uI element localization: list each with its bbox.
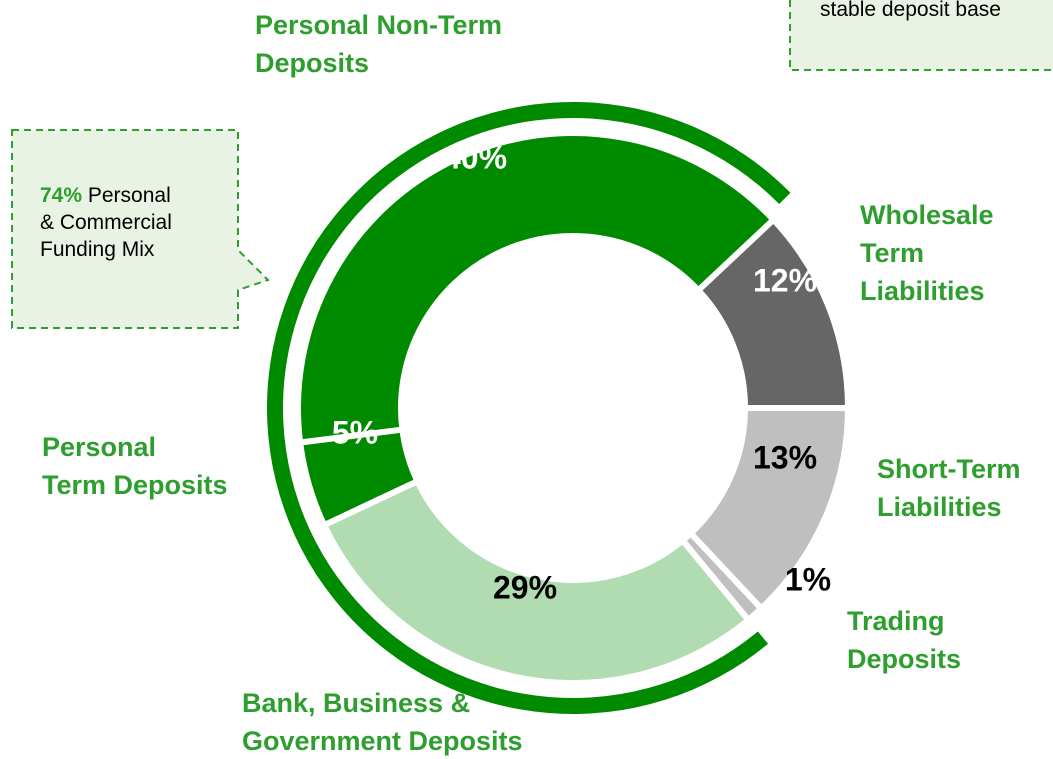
callout-box (789, 0, 1053, 71)
category-label-line: Term (860, 238, 925, 268)
category-label-line: Liabilities (877, 492, 1002, 522)
callout-line: 74% Personal (40, 182, 172, 209)
category-label-line: Liabilities (860, 276, 985, 306)
category-label-line: Deposits (255, 48, 370, 78)
category-label-line: Short-Term (877, 454, 1021, 484)
callout-text: 74% Personal & Commercial Funding Mix (40, 182, 172, 263)
callout-line: & Commercial (40, 211, 172, 234)
donut-slice (295, 130, 778, 446)
value-label: 5% (332, 414, 378, 450)
category-label: Personal Non-Term Deposits (255, 6, 502, 82)
group-arc (267, 101, 791, 714)
value-label: 40% (443, 139, 507, 175)
category-label: Bank, Business & Government Deposits (242, 684, 523, 759)
category-label-line: Bank, Business & (242, 688, 471, 718)
category-label-line: Government Deposits (242, 726, 523, 756)
callout-value: 74% (40, 184, 83, 207)
category-label-line: Trading (847, 606, 945, 636)
category-label-line: Personal Non-Term (255, 10, 503, 40)
callout-box (11, 129, 270, 329)
callout-line: Funding Mix (40, 238, 155, 261)
category-label: Personal Term Deposits (42, 428, 228, 504)
value-label: 13% (753, 439, 817, 475)
callout-line: stable deposit base (820, 0, 1001, 21)
value-label: 12% (753, 262, 817, 298)
category-label: Wholesale Term Liabilities (860, 196, 994, 310)
donut-slice (320, 477, 753, 686)
donut-slice (694, 215, 852, 411)
category-label-line: Deposits (847, 644, 962, 674)
category-label-line: Term Deposits (42, 470, 228, 500)
category-label-line: Wholesale (860, 200, 994, 230)
callout-text: stable deposit base (820, 0, 1001, 23)
category-label: Short-Term Liabilities (877, 450, 1021, 526)
value-label: 29% (493, 569, 557, 605)
value-label: 1% (785, 561, 831, 597)
callout-text-part: Personal (87, 184, 171, 207)
category-label-line: Personal (42, 432, 157, 462)
category-label: Trading Deposits (847, 602, 961, 678)
